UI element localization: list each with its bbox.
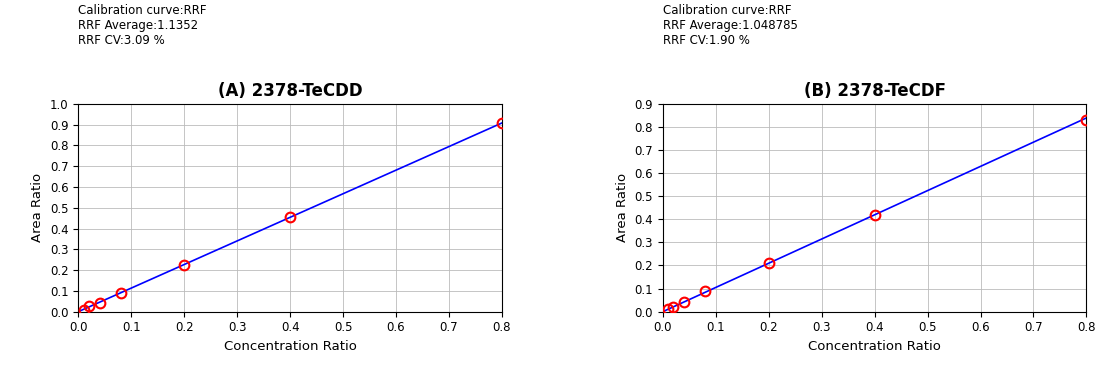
Title: (B) 2378-TeCDF: (B) 2378-TeCDF	[804, 82, 945, 99]
X-axis label: Concentration Ratio: Concentration Ratio	[224, 340, 356, 353]
Text: Calibration curve:RRF
RRF Average:1.1352
RRF CV:3.09 %: Calibration curve:RRF RRF Average:1.1352…	[78, 4, 207, 47]
Title: (A) 2378-TeCDD: (A) 2378-TeCDD	[218, 82, 363, 99]
X-axis label: Concentration Ratio: Concentration Ratio	[809, 340, 941, 353]
Y-axis label: Area Ratio: Area Ratio	[31, 173, 45, 242]
Text: Calibration curve:RRF
RRF Average:1.048785
RRF CV:1.90 %: Calibration curve:RRF RRF Average:1.0487…	[663, 4, 797, 47]
Y-axis label: Area Ratio: Area Ratio	[616, 173, 629, 242]
